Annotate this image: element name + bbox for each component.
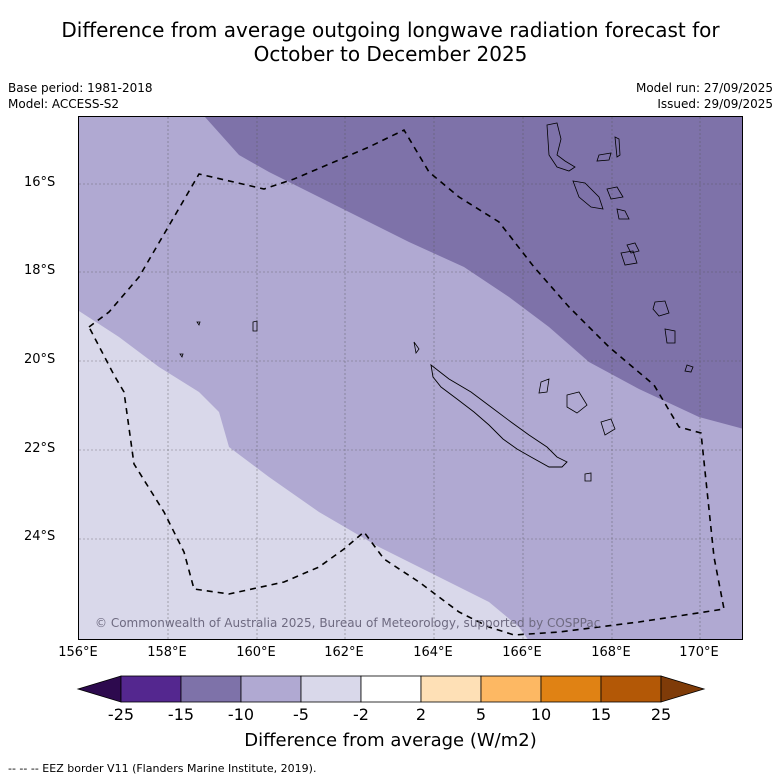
lifou-island — [566, 391, 588, 414]
ouvea-island — [538, 378, 550, 394]
map-svg: © Commonwealth of Australia 2025, Bureau… — [79, 117, 742, 639]
chart-title: Difference from average outgoing longwav… — [0, 18, 781, 66]
colorbar — [76, 675, 706, 703]
colorbar-extend-low — [76, 675, 122, 703]
reef-islet-1 — [196, 321, 201, 326]
maewo-island — [596, 152, 612, 162]
title-line-1: Difference from average outgoing longwav… — [61, 18, 720, 42]
base-period: Base period: 1981-2018 — [8, 81, 153, 95]
lon-label-156e: 156°E — [58, 645, 98, 660]
colorbar-segment — [180, 675, 242, 703]
colorbar-title: Difference from average (W/m2) — [244, 730, 537, 751]
lat-label-22s: 22°S — [24, 441, 56, 456]
lat-label-24s: 24°S — [24, 529, 56, 544]
lon-label-158e: 158°E — [147, 645, 187, 660]
colorbar-extend-high — [660, 675, 706, 703]
lon-label-168e: 168°E — [591, 645, 631, 660]
isle-of-pines — [584, 472, 592, 482]
meta-left: Base period: 1981-2018 Model: ACCESS-S2 — [8, 80, 153, 112]
pentecost-island — [614, 136, 621, 158]
lat-label-18s: 18°S — [24, 263, 56, 278]
model-run: Model run: 27/09/2025 — [635, 81, 773, 95]
anomaly-band-minus5-minus2 — [79, 311, 528, 639]
colorbar-tick: -10 — [227, 705, 255, 724]
colorbar-segment — [360, 675, 422, 703]
colorbar-tick: -5 — [293, 705, 309, 724]
lon-label-162e: 162°E — [324, 645, 364, 660]
lat-label-16s: 16°S — [24, 175, 56, 190]
lon-label-160e: 160°E — [236, 645, 276, 660]
title-line-2: October to December 2025 — [253, 42, 528, 66]
lon-label-170e: 170°E — [679, 645, 719, 660]
copyright-notice: © Commonwealth of Australia 2025, Bureau… — [95, 616, 600, 630]
issued-date: Issued: 29/09/2025 — [657, 97, 773, 111]
colorbar-segment — [420, 675, 482, 703]
colorbar-tick: -2 — [353, 705, 369, 724]
reef-islet-2 — [179, 353, 184, 358]
aneityum-island — [664, 328, 676, 344]
efate-island — [626, 242, 640, 254]
new-caledonia-outline — [430, 363, 568, 468]
anomaly-band-minus15-minus10 — [205, 117, 742, 429]
colorbar-segment — [300, 675, 362, 703]
erromango-island — [620, 250, 638, 266]
colorbar-segment — [480, 675, 542, 703]
graticule — [79, 117, 742, 639]
epi-island — [616, 208, 630, 220]
colorbar-tick: 2 — [415, 705, 427, 724]
colorbar-segment — [120, 675, 182, 703]
colorbar-tick: 10 — [530, 705, 552, 724]
belep-islands — [413, 341, 420, 354]
eez-footnote: -- -- -- EEZ border V11 (Flanders Marine… — [8, 762, 317, 775]
colorbar-segment — [600, 675, 662, 703]
lon-label-166e: 166°E — [502, 645, 542, 660]
colorbar-tick: -25 — [107, 705, 135, 724]
chesterfield-islands — [252, 320, 258, 332]
colorbar-tick: 25 — [650, 705, 672, 724]
meta-right: Model run: 27/09/2025 Issued: 29/09/2025 — [636, 80, 773, 112]
ambrym-island — [606, 186, 624, 200]
small-reef-island — [684, 364, 694, 373]
colorbar-segment — [240, 675, 302, 703]
malekula-island — [572, 180, 604, 210]
colorbar-tick: 5 — [475, 705, 487, 724]
lat-label-20s: 20°S — [24, 352, 56, 367]
lon-label-164e: 164°E — [413, 645, 453, 660]
colorbar-tick: -15 — [167, 705, 195, 724]
colorbar-tick: 15 — [590, 705, 612, 724]
mare-island — [600, 418, 616, 436]
espiritu-santo-island — [546, 122, 576, 172]
colorbar-segment — [540, 675, 602, 703]
tanna-island — [652, 300, 670, 317]
model-name: Model: ACCESS-S2 — [8, 97, 120, 111]
map-area: © Commonwealth of Australia 2025, Bureau… — [78, 116, 743, 640]
